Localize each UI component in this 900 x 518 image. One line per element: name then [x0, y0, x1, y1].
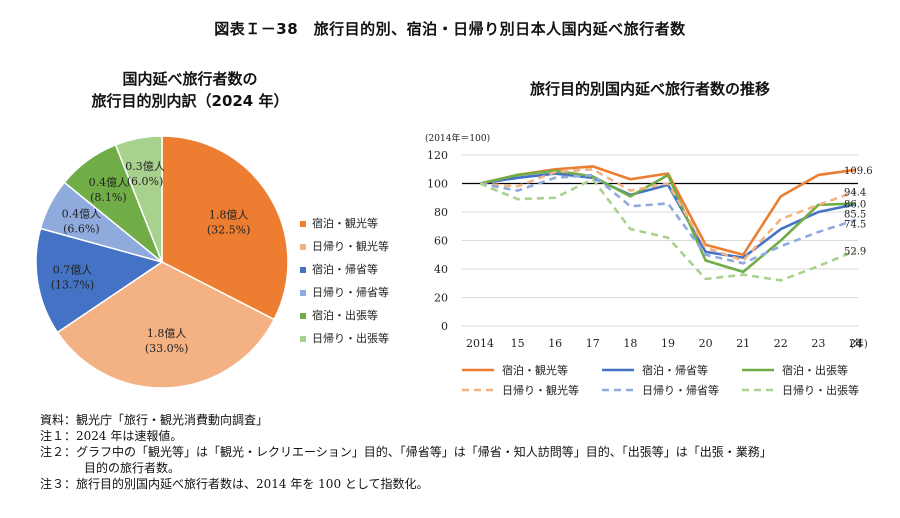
series-end-label: 94.4 — [844, 187, 866, 198]
notes: 資料：観光庁「旅行・観光消費動向調査」 注１：2024 年は速報値。 注２：グラ… — [40, 412, 880, 492]
y-tick-label: 120 — [427, 149, 448, 162]
x-tick-label: 20 — [699, 337, 713, 350]
pie-legend-label: 日帰り・帰省等 — [312, 285, 389, 299]
line-legend-label: 宿泊・帰省等 — [642, 363, 708, 377]
pie-percent-label: (13.7%) — [51, 279, 95, 292]
series-line — [479, 167, 857, 262]
pie-legend-label: 宿泊・出張等 — [312, 308, 378, 322]
line-chart-title: 旅行目的別国内延べ旅行者数の推移 — [529, 80, 770, 98]
series-end-label: 74.5 — [844, 219, 866, 230]
y-tick-label: 60 — [434, 235, 448, 248]
legend-swatch — [300, 290, 306, 296]
pie-legend-label: 日帰り・出張等 — [312, 331, 389, 345]
x-tick-label: 15 — [511, 337, 525, 350]
note-2-continued: 目的の旅行者数。 — [84, 461, 181, 475]
legend-swatch — [300, 244, 306, 250]
y-tick-label: 40 — [434, 263, 448, 276]
pie-chart-title: 国内延べ旅行者数の 旅行目的別内訳（2024 年） — [40, 68, 340, 112]
x-tick-label: 22 — [774, 337, 788, 350]
line-legend-label: 宿泊・出張等 — [782, 363, 848, 377]
series-end-label: 109.6 — [844, 166, 873, 177]
x-tick-label: 23 — [811, 337, 825, 350]
pie-percent-label: (6.6%) — [63, 222, 100, 235]
note-1: 注１：2024 年は速報値。 — [40, 429, 183, 443]
y-tick-label: 20 — [434, 292, 448, 305]
series-end-label: 52.9 — [844, 247, 866, 258]
pie-legend-label: 日帰り・観光等 — [312, 239, 389, 253]
pie-percent-label: (33.0%) — [145, 342, 189, 355]
line-legend-label: 日帰り・観光等 — [502, 383, 579, 397]
legend-swatch — [300, 267, 306, 273]
pie-value-label: 0.4億人 — [89, 176, 129, 189]
note-source: 資料：観光庁「旅行・観光消費動向調査」 — [40, 413, 269, 427]
x-tick-label: 17 — [586, 337, 600, 350]
line-legend-label: 日帰り・出張等 — [782, 383, 859, 397]
pie-title-line-1: 国内延べ旅行者数の — [122, 70, 258, 88]
x-tick-label: 16 — [548, 337, 562, 350]
figure-title: 図表Ｉ－38 旅行目的別、宿泊・日帰り別日本人国内延べ旅行者数 — [214, 20, 686, 38]
pie-slice — [56, 261, 276, 389]
pie-title-line-2: 旅行目的別内訳（2024 年） — [91, 92, 289, 110]
x-tick-label: 18 — [623, 337, 637, 350]
series-line — [479, 165, 857, 257]
x-tick-label: 2014 — [466, 337, 494, 350]
y-tick-label: 0 — [441, 320, 448, 333]
legend-swatch — [300, 313, 306, 319]
y-tick-label: 100 — [427, 178, 448, 191]
pie-slice — [35, 227, 164, 334]
x-tick-label: 19 — [661, 337, 675, 350]
pie-value-label: 0.7億人 — [53, 264, 93, 277]
series-line — [479, 169, 857, 274]
pie-slice — [161, 135, 289, 321]
pie-legend-label: 宿泊・観光等 — [312, 216, 378, 230]
x-tick-label: 21 — [736, 337, 750, 350]
series-line — [479, 177, 857, 282]
legend-swatch — [300, 336, 306, 342]
series-end-label: 86.0 — [844, 199, 866, 210]
series-end-label: 85.5 — [844, 209, 866, 220]
pie-value-label: 0.4億人 — [62, 207, 102, 220]
legend-swatch — [300, 221, 306, 227]
note-3: 注３：旅行目的別国内延べ旅行者数は、2014 年を 100 として指数化。 — [40, 477, 429, 491]
pie-slice — [114, 135, 163, 263]
x-unit-label: (年) — [850, 337, 868, 350]
note-2: 注２：グラフ中の「観光等」は「観光・レクリエーション」目的、「帰省等」は「帰省・… — [40, 445, 772, 459]
x-tick-label: 24 — [849, 337, 863, 350]
y-unit-label: (2014年＝100) — [425, 132, 490, 144]
pie-legend-label: 宿泊・帰省等 — [312, 262, 378, 276]
line-legend-label: 宿泊・観光等 — [502, 363, 568, 377]
pie-percent-label: (6.0%) — [127, 175, 164, 188]
y-tick-label: 80 — [434, 206, 448, 219]
series-line — [479, 173, 857, 265]
pie-percent-label: (32.5%) — [207, 223, 251, 236]
pie-value-label: 1.8億人 — [147, 327, 187, 340]
line-legend-label: 日帰り・帰省等 — [642, 383, 719, 397]
pie-value-label: 0.3億人 — [125, 160, 165, 173]
pie-value-label: 1.8億人 — [209, 208, 249, 221]
pie-percent-label: (8.1%) — [90, 191, 127, 204]
